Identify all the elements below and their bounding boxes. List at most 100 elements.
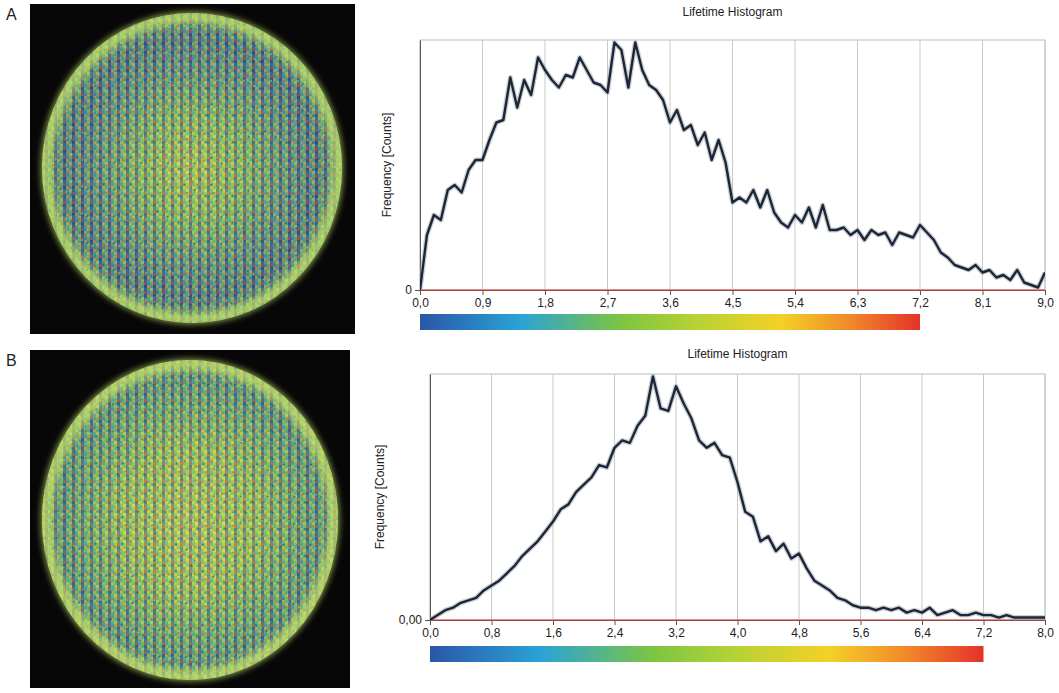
x-tick: 8,0 (1037, 620, 1054, 640)
grid-line (922, 374, 923, 620)
plot-area (430, 376, 1045, 620)
x-tick: 7,2 (912, 290, 929, 310)
x-tick-label: 7,2 (912, 296, 929, 310)
flim-image (30, 4, 355, 334)
line-shadow (420, 43, 1045, 291)
x-axis: 0,00,81,62,43,24,04,85,66,47,28,0 (422, 620, 1054, 640)
histogram-line (420, 43, 1045, 291)
x-tick-label: 0,0 (422, 626, 439, 640)
y-axis: 0 (405, 41, 420, 298)
x-tick-label: 3,2 (668, 626, 685, 640)
x-axis: 0,0 0,9 1,8 2,7 3,6 4,5 5,4 6,3 7,2 8,1 9,0 (412, 290, 1054, 310)
x-tick: 0,0 (412, 290, 429, 310)
x-tick-mark (430, 620, 431, 625)
cell-texture (30, 350, 350, 688)
x-tick-label: 4,8 (791, 626, 808, 640)
x-tick-label: 0,9 (475, 296, 492, 310)
x-tick-label: 0,0 (412, 296, 429, 310)
x-tick-mark (492, 620, 493, 625)
color-bar (430, 646, 984, 662)
y-axis: 0,00 (399, 375, 431, 628)
histogram-line (430, 376, 1045, 620)
x-tick-mark (420, 290, 421, 295)
x-tick-mark (922, 620, 923, 625)
y-tick-label: 0 (405, 283, 412, 297)
x-tick-label: 1,8 (537, 296, 554, 310)
line-shadow (430, 376, 1045, 620)
grid-line (482, 40, 483, 290)
y-axis-line (420, 41, 421, 291)
x-tick: 7,2 (976, 620, 993, 640)
grid-line (983, 374, 984, 620)
x-tick-mark (615, 620, 616, 625)
x-tick-mark (553, 620, 554, 625)
grid-line (676, 374, 677, 620)
x-tick-mark (545, 290, 546, 295)
x-tick-label: 9,0 (1037, 296, 1054, 310)
cell-texture (30, 4, 355, 334)
y-tick-mark (415, 290, 420, 291)
baseline (420, 289, 1045, 290)
panel-label: B (6, 352, 17, 369)
x-tick-label: 8,0 (1037, 626, 1054, 640)
cell-texture (30, 350, 350, 688)
image-background (30, 350, 350, 688)
x-tick: 5,4 (787, 290, 804, 310)
grid-line (860, 374, 861, 620)
grid-line (545, 40, 546, 290)
grid-line (553, 374, 554, 620)
grid (430, 374, 1045, 620)
x-tick: 0,9 (475, 290, 492, 310)
x-tick: 9,0 (1037, 290, 1054, 310)
x-tick-label: 4,0 (730, 626, 747, 640)
x-tick: 2,7 (600, 290, 617, 310)
grid-line (737, 374, 738, 620)
y-tick: 0 (405, 283, 420, 297)
grid-line (732, 40, 733, 290)
plot-frame (430, 374, 1045, 620)
x-tick-mark (795, 290, 796, 295)
x-tick: 4,8 (791, 620, 808, 640)
x-tick-label: 7,2 (976, 626, 993, 640)
x-tick: 5,6 (853, 620, 870, 640)
x-tick-mark (483, 290, 484, 295)
x-tick: 3,6 (662, 290, 679, 310)
plot-frame (420, 40, 1045, 290)
cell-membrane (46, 17, 338, 319)
plot-area (420, 43, 1045, 291)
grid-line (1045, 374, 1046, 620)
x-tick-label: 6,4 (914, 626, 931, 640)
cell-texture (30, 4, 355, 334)
panel: ALifetime Histogram0,00,91,82,73,64,55,4… (6, 4, 1054, 334)
x-tick: 0,0 (422, 620, 439, 640)
x-tick-label: 6,3 (850, 296, 867, 310)
chart-title: Lifetime Histogram (687, 347, 787, 361)
grid-line (420, 40, 421, 290)
chart-title: Lifetime Histogram (682, 5, 782, 19)
color-bar (420, 314, 920, 330)
baseline (430, 619, 1045, 620)
x-tick-mark (984, 620, 985, 625)
x-tick-mark (1045, 290, 1046, 295)
figure: ALifetime Histogram0,00,91,82,73,64,55,4… (0, 0, 1059, 693)
x-tick: 8,1 (975, 290, 992, 310)
x-tick-label: 3,6 (662, 296, 679, 310)
x-tick: 6,3 (850, 290, 867, 310)
image-background (30, 4, 355, 334)
panel: BLifetime Histogram0,00,81,62,43,24,04,8… (6, 347, 1054, 688)
x-tick-label: 2,4 (607, 626, 624, 640)
x-tick: 4,5 (725, 290, 742, 310)
cell-membrane (46, 364, 334, 676)
y-axis-line (430, 375, 431, 621)
x-tick-label: 2,7 (600, 296, 617, 310)
grid-line (795, 40, 796, 290)
grid-line (614, 374, 615, 620)
x-tick: 3,2 (668, 620, 685, 640)
x-tick-mark (799, 620, 800, 625)
x-tick-label: 5,4 (787, 296, 804, 310)
x-tick: 1,8 (537, 290, 554, 310)
x-tick-mark (920, 290, 921, 295)
y-tick: 0,00 (399, 613, 430, 627)
x-tick-mark (858, 290, 859, 295)
grid-line (799, 374, 800, 620)
